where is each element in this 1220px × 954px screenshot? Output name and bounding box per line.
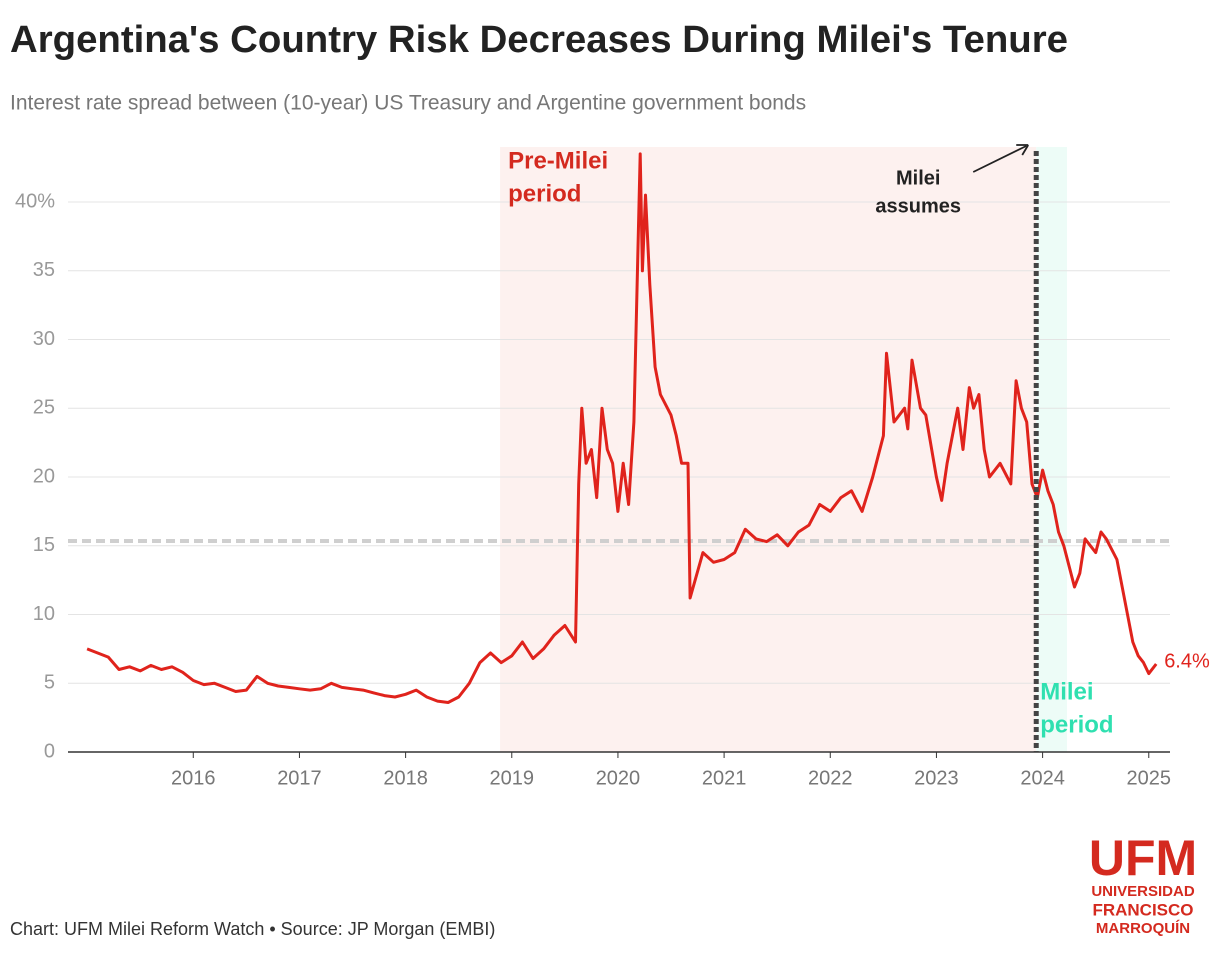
x-tick-label: 2022 [808, 767, 853, 789]
logo: UFM [1089, 830, 1197, 886]
x-tick-label: 2021 [702, 767, 747, 789]
y-tick-label: 20 [33, 465, 55, 487]
x-tick-label: 2016 [171, 767, 216, 789]
x-tick-label: 2019 [490, 767, 535, 789]
x-tick-label: 2025 [1127, 767, 1172, 789]
chart-subtitle: Interest rate spread between (10-year) U… [10, 92, 806, 115]
y-tick-label: 30 [33, 328, 55, 350]
y-tick-label: 40% [15, 190, 55, 212]
marker-label: Milei [896, 167, 940, 189]
period-label: Pre-Milei [508, 147, 608, 174]
y-tick-label: 10 [33, 603, 55, 625]
y-tick-label: 0 [44, 740, 55, 762]
y-tick-label: 35 [33, 259, 55, 281]
period-label: period [508, 180, 581, 207]
x-tick-label: 2020 [596, 767, 641, 789]
value-label: 6.4% [1164, 650, 1210, 672]
period-label: Milei [1040, 678, 1093, 705]
arrow [972, 145, 1027, 173]
source: Chart: UFM Milei Reform Watch • Source: … [10, 919, 495, 939]
y-tick-label: 25 [33, 397, 55, 419]
x-tick-label: 2023 [914, 767, 959, 789]
chart-title: Argentina's Country Risk Decreases Durin… [10, 19, 1068, 61]
x-tick-label: 2017 [277, 767, 322, 789]
arrow-head [1016, 144, 1030, 156]
logo: UNIVERSIDAD [1091, 883, 1195, 900]
logo: FRANCISCO [1092, 900, 1193, 919]
x-tick-label: 2024 [1020, 767, 1065, 789]
period-label: period [1040, 711, 1113, 738]
x-tick-label: 2018 [383, 767, 428, 789]
y-tick-label: 15 [33, 534, 55, 556]
marker-label: assumes [875, 195, 961, 217]
series-line [86, 152, 1158, 704]
y-tick-label: 5 [44, 672, 55, 694]
period-band [1036, 147, 1068, 752]
logo: MARROQUÍN [1096, 920, 1190, 937]
period-band [500, 147, 1037, 752]
